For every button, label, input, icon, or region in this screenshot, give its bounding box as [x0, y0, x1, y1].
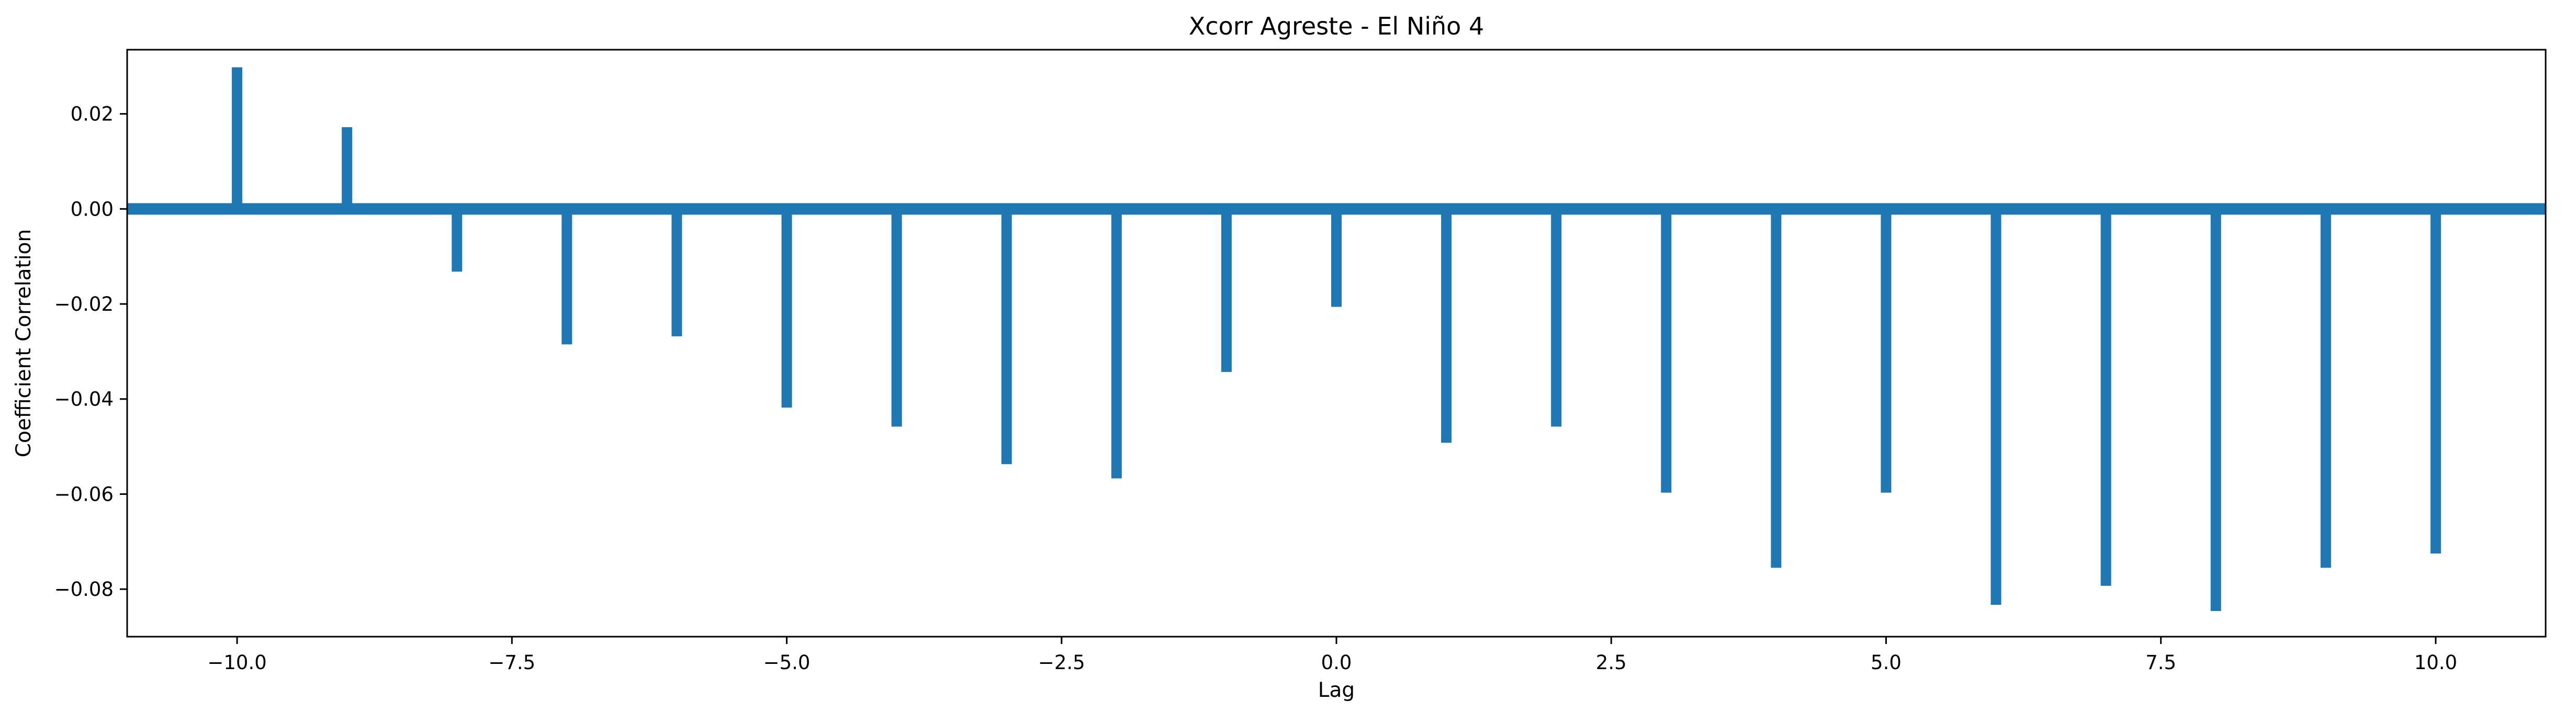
x-tick-label: 0.0 — [1321, 651, 1352, 674]
bar-lag-2 — [1551, 209, 1562, 427]
x-tick-label: 5.0 — [1871, 651, 1902, 674]
x-tick-label: 7.5 — [2145, 651, 2176, 674]
bar-lag-neg10 — [232, 67, 243, 209]
y-tick-label: −0.02 — [54, 293, 114, 315]
y-tick-label: −0.08 — [54, 578, 114, 601]
x-ticks-group: −10.0 −7.5 −5.0 −2.5 0.0 2.5 5.0 7.5 10.0 — [207, 637, 2457, 674]
x-tick-label: −10.0 — [207, 651, 266, 674]
bar-lag-neg2 — [1111, 209, 1122, 479]
bar-lag-neg9 — [342, 127, 353, 209]
bar-lag-4 — [1771, 209, 1782, 568]
y-tick-label: 0.02 — [71, 103, 114, 126]
bar-lag-neg7 — [561, 209, 572, 345]
bar-lag-neg5 — [781, 209, 792, 408]
y-tick-label: −0.04 — [54, 388, 114, 411]
bar-lag-8 — [2210, 209, 2221, 611]
bars-group — [232, 67, 2441, 611]
bar-lag-3 — [1661, 209, 1672, 493]
bar-lag-7 — [2100, 209, 2111, 586]
bar-lag-0 — [1331, 209, 1342, 307]
y-axis-label: Coefficient Correlation — [12, 229, 36, 458]
bar-lag-neg6 — [671, 209, 682, 336]
bar-lag-10 — [2430, 209, 2441, 554]
bar-lag-neg4 — [891, 209, 902, 427]
bar-lag-5 — [1881, 209, 1892, 493]
bar-lag-1 — [1441, 209, 1452, 443]
x-tick-label: −7.5 — [488, 651, 535, 674]
x-tick-label: 10.0 — [2414, 651, 2457, 674]
y-tick-label: 0.00 — [71, 198, 114, 220]
x-tick-label: 2.5 — [1596, 651, 1627, 674]
chart-title: Xcorr Agreste - El Niño 4 — [1189, 12, 1484, 40]
bar-lag-neg3 — [1001, 209, 1012, 465]
bar-lag-6 — [1990, 209, 2001, 605]
x-tick-label: −2.5 — [1038, 651, 1085, 674]
y-ticks-group: 0.02 0.00 −0.02 −0.04 −0.06 −0.08 — [54, 103, 127, 601]
bar-lag-neg8 — [452, 209, 463, 272]
y-tick-label: −0.06 — [54, 483, 114, 505]
bar-lag-9 — [2320, 209, 2331, 568]
x-axis-label: Lag — [1318, 679, 1355, 702]
bar-lag-neg1 — [1221, 209, 1232, 372]
x-tick-label: −5.0 — [763, 651, 811, 674]
